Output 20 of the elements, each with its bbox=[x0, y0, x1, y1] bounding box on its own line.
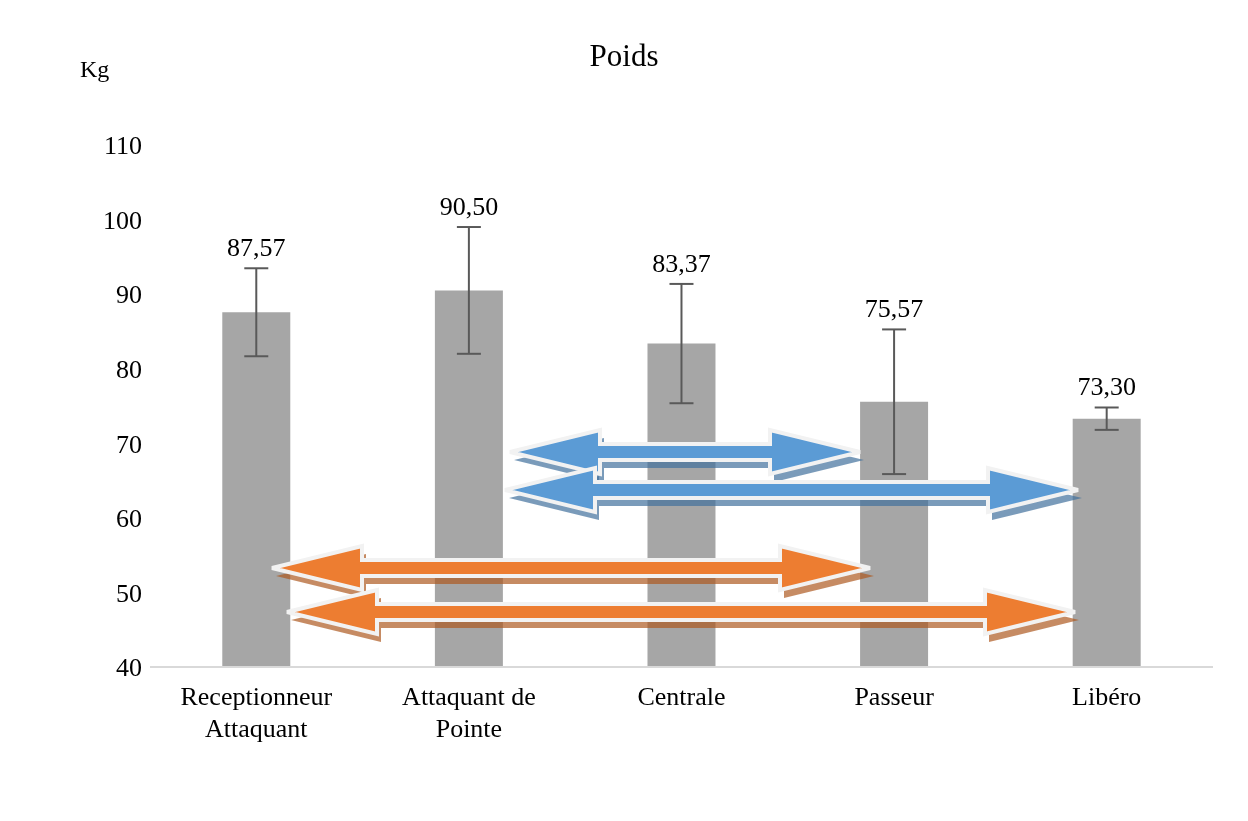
x-tick-label: Attaquant de Pointe bbox=[402, 682, 536, 743]
y-tick-label: 100 bbox=[103, 205, 142, 235]
x-tick-label: Centrale bbox=[637, 682, 726, 711]
y-tick-label: 110 bbox=[103, 131, 142, 161]
data-label: 75,57 bbox=[864, 294, 924, 324]
data-label: 73,30 bbox=[1077, 372, 1136, 402]
x-tick-label: Passeur bbox=[854, 682, 935, 711]
data-label: 87,57 bbox=[227, 233, 286, 263]
chart-title: Poids bbox=[589, 38, 659, 73]
x-tick-label: Libéro bbox=[1072, 682, 1142, 711]
data-label: 90,50 bbox=[439, 192, 499, 222]
data-label: 83,37 bbox=[652, 248, 711, 278]
y-tick-label: 40 bbox=[116, 653, 142, 683]
y-tick-label: 90 bbox=[116, 280, 142, 310]
y-axis-title: Kg bbox=[80, 56, 110, 83]
y-tick-label: 80 bbox=[116, 354, 142, 384]
y-tick-label: 60 bbox=[116, 504, 142, 534]
y-tick-label: 50 bbox=[116, 578, 142, 608]
y-tick-label: 70 bbox=[116, 429, 142, 459]
x-tick-label: Receptionneur Attaquant bbox=[180, 682, 333, 743]
